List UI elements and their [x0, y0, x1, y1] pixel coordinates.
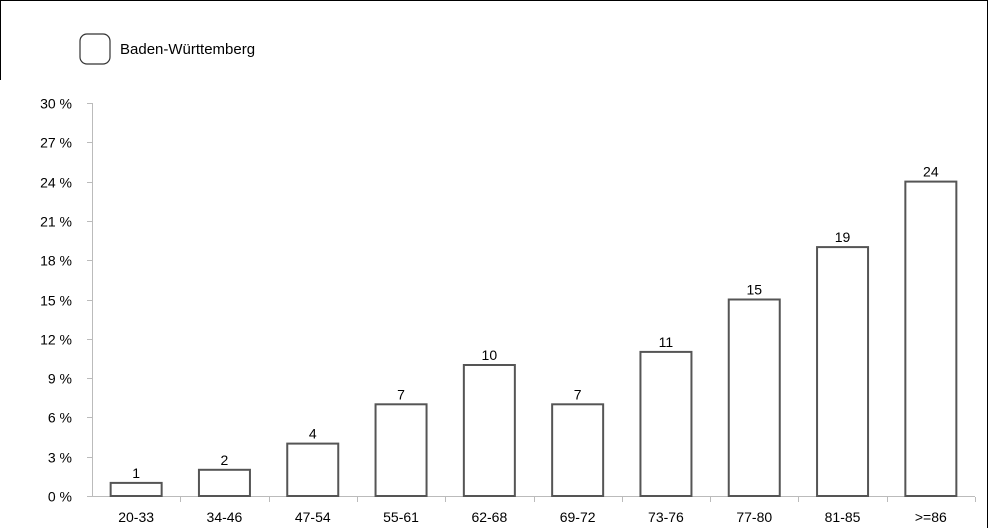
bar [374, 403, 428, 497]
y-tick-label: 21 % [40, 214, 72, 230]
y-tick-label: 30 % [40, 96, 72, 112]
bar [197, 468, 251, 497]
bar-value-label: 10 [482, 347, 498, 363]
bar [639, 350, 693, 497]
x-tick-label: 73-76 [648, 509, 684, 525]
y-tick-label: 6 % [48, 410, 72, 426]
y-tick-label: 24 % [40, 175, 72, 191]
y-tick-label: 9 % [48, 371, 72, 387]
bar-value-label: 4 [309, 426, 317, 442]
bar [816, 246, 870, 497]
y-axis-ticks: 0 % 3 % 6 % 9 % 12 % 15 % 18 % 21 % 24 % 27 % 30 % [40, 96, 92, 505]
legend-swatch [79, 33, 111, 65]
bar [727, 298, 781, 497]
legend: Baden-Württemberg [79, 33, 255, 65]
x-axis-ticks: 20-33 34-46 47-54 55-61 62-68 69-72 73-76 77-80… [118, 497, 976, 525]
y-tick-label: 3 % [48, 450, 72, 466]
legend-label: Baden-Württemberg [120, 41, 255, 58]
y-tick-label: 15 % [40, 293, 72, 309]
y-tick-label: 27 % [40, 135, 72, 151]
y-tick-label: 12 % [40, 332, 72, 348]
x-tick-label: 20-33 [118, 509, 154, 525]
y-tick-label: 18 % [40, 253, 72, 269]
bar [551, 403, 605, 497]
bar-value-label: 24 [923, 164, 939, 180]
bar-value-label: 15 [746, 282, 762, 298]
bar-value-label: 19 [835, 229, 851, 245]
bar [462, 364, 516, 497]
x-tick-label: 47-54 [295, 509, 331, 525]
x-tick-label: 62-68 [471, 509, 507, 525]
bar [286, 442, 340, 498]
bar-value-label: 2 [221, 452, 229, 468]
x-tick-label: 69-72 [560, 509, 596, 525]
bar-value-label: 7 [397, 386, 405, 402]
bar [109, 481, 163, 497]
x-tick-label: 34-46 [207, 509, 243, 525]
x-tick-label: 55-61 [383, 509, 419, 525]
x-tick-label: 81-85 [825, 509, 861, 525]
bar-value-label: 11 [659, 334, 674, 350]
y-tick-label: 0 % [48, 489, 72, 505]
bar-value-label: 7 [574, 386, 582, 402]
x-tick-label: >=86 [915, 509, 947, 525]
bar [904, 180, 958, 497]
x-tick-label: 77-80 [736, 509, 772, 525]
bar-value-label: 1 [132, 465, 140, 481]
